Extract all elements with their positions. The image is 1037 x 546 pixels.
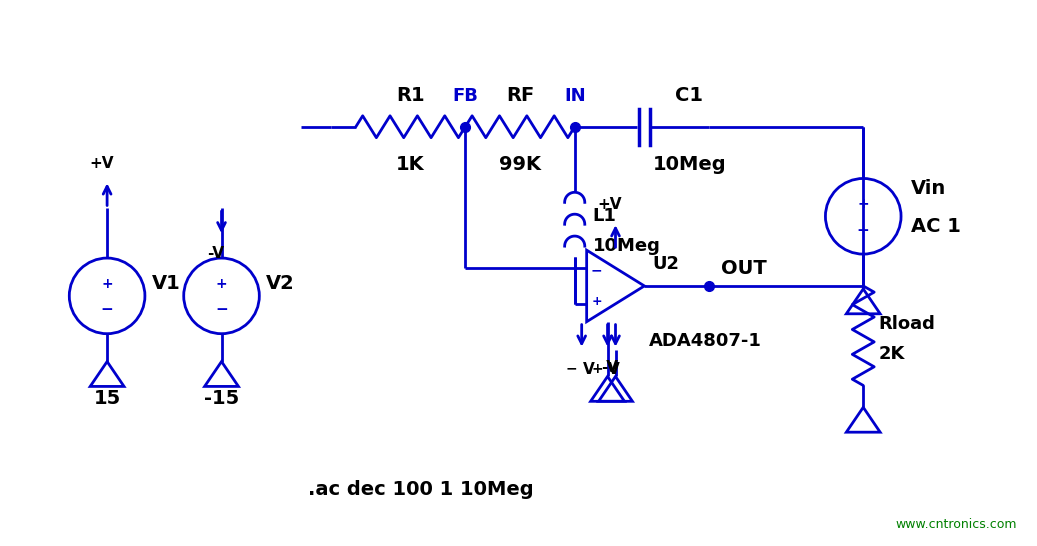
Text: V: V <box>583 361 594 377</box>
Text: −: − <box>101 302 113 317</box>
Text: 1K: 1K <box>396 155 425 174</box>
Text: −: − <box>591 263 602 277</box>
Text: 10Meg: 10Meg <box>652 155 726 174</box>
Text: −: − <box>566 361 578 376</box>
Text: OUT: OUT <box>721 258 766 277</box>
Text: V2: V2 <box>267 275 296 293</box>
Text: 15: 15 <box>93 389 120 408</box>
Text: +V: +V <box>89 156 113 170</box>
Text: RF: RF <box>506 86 534 105</box>
Text: L1: L1 <box>592 207 616 225</box>
Text: V: V <box>608 361 619 377</box>
Text: −: − <box>215 302 228 317</box>
Text: +: + <box>591 295 601 308</box>
Text: +: + <box>216 277 227 291</box>
Text: AC 1: AC 1 <box>910 217 961 236</box>
Text: Rload: Rload <box>878 314 935 333</box>
Text: -15: -15 <box>204 389 240 408</box>
Text: FB: FB <box>452 87 478 105</box>
Text: R1: R1 <box>396 86 425 105</box>
Text: −: − <box>857 223 870 238</box>
Text: .ac dec 100 1 10Meg: .ac dec 100 1 10Meg <box>308 480 533 500</box>
Text: +: + <box>592 361 604 376</box>
Text: 99K: 99K <box>499 155 541 174</box>
Text: -V: -V <box>601 359 618 375</box>
Text: V1: V1 <box>151 275 180 293</box>
Text: 10Meg: 10Meg <box>592 237 661 255</box>
Text: ADA4807-1: ADA4807-1 <box>649 331 762 349</box>
Text: 2K: 2K <box>878 345 904 363</box>
Text: -V: -V <box>207 246 224 261</box>
Text: www.cntronics.com: www.cntronics.com <box>896 518 1017 531</box>
Text: C1: C1 <box>675 86 703 105</box>
Text: +: + <box>858 197 869 211</box>
Text: IN: IN <box>564 87 586 105</box>
Text: +V: +V <box>597 197 622 212</box>
Text: Vin: Vin <box>910 179 946 198</box>
Text: U2: U2 <box>652 255 679 273</box>
Text: +: + <box>102 277 113 291</box>
